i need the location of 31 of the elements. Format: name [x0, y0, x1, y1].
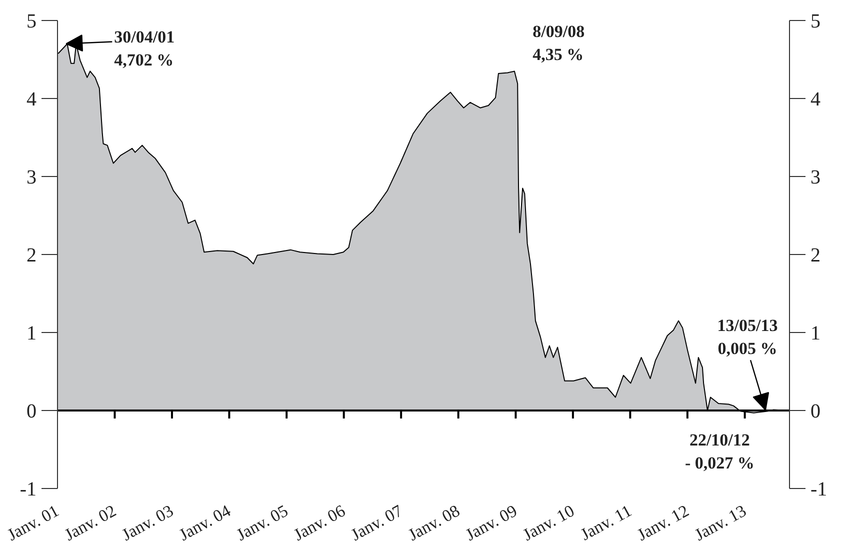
y2-tick-label: -1 [810, 478, 828, 500]
y2-tick-label: 5 [810, 10, 820, 32]
y2-tick-label: 0 [810, 400, 820, 422]
annotation: 13/05/13 0,005 % [717, 316, 778, 358]
y2-tick-label: 3 [810, 166, 820, 188]
x-tick-label: Janv. 01 [4, 501, 62, 544]
x-tick-label: Janv. 12 [634, 501, 692, 544]
x-tick-label: Janv. 06 [290, 501, 348, 544]
x-tick-label: Janv. 11 [577, 501, 635, 544]
y-tick-label: 5 [26, 10, 36, 32]
y-tick-label: 1 [26, 322, 36, 344]
x-tick-label: Janv. 13 [692, 501, 750, 544]
annotation: 8/09/08 4,35 % [532, 22, 585, 64]
x-tick-label: Janv. 07 [348, 500, 406, 544]
y-tick-label: 0 [26, 400, 36, 422]
y-tick-label: 4 [26, 88, 36, 110]
y-tick-label: -1 [20, 478, 37, 500]
x-tick-label: Janv. 10 [520, 501, 578, 544]
y2-tick-label: 2 [810, 244, 820, 266]
y-tick-label: 3 [26, 166, 36, 188]
x-tick-label: Janv. 03 [118, 501, 177, 544]
y2-tick-label: 1 [810, 322, 820, 344]
x-tick-label: Janv. 04 [176, 500, 234, 544]
x-tick-label: Janv. 02 [61, 501, 120, 544]
annotation: 30/04/01 4,702 % [114, 28, 175, 70]
x-tick-label: Janv. 09 [462, 501, 520, 544]
y2-tick-label: 4 [810, 88, 820, 110]
x-tick-label: Janv. 08 [405, 501, 463, 544]
x-tick-label: Janv. 05 [233, 501, 292, 544]
y-tick-label: 2 [26, 244, 36, 266]
annotation: 22/10/12 - 0,027 % [684, 430, 754, 472]
